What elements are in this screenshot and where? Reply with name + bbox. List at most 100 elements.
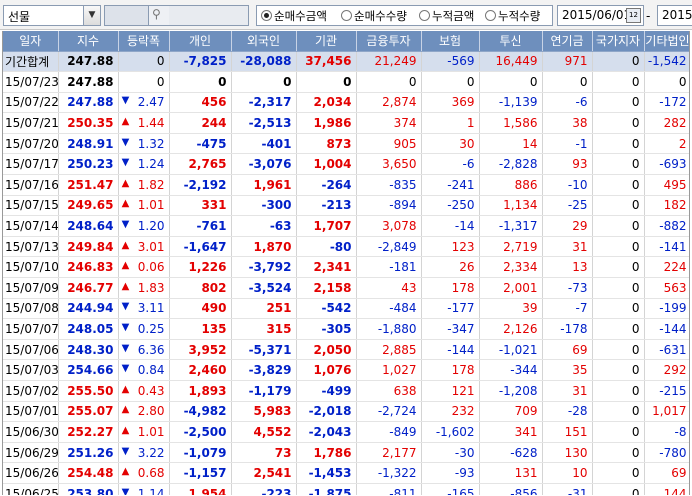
- inst-cell: -80: [296, 236, 357, 258]
- index-cell: 253.80: [58, 483, 119, 495]
- change-value: 0: [156, 74, 165, 89]
- change-cell: ▲ 0.43: [118, 380, 170, 402]
- foreign-cell: -2,317: [231, 92, 297, 114]
- table-row[interactable]: 15/07/13 249.84 ▲ 3.01 -1,647 1,870 -80 -2,849 1…: [3, 236, 689, 258]
- indiv-cell: -7,825: [169, 51, 232, 73]
- column-header[interactable]: 일자: [3, 31, 59, 52]
- column-header[interactable]: 외국인: [231, 31, 297, 52]
- index-cell: 248.64: [58, 215, 119, 237]
- column-header[interactable]: 보험: [421, 31, 480, 52]
- foreign-cell: 0: [231, 71, 297, 93]
- inst-cell: 1,986: [296, 112, 357, 134]
- column-header[interactable]: 연기금: [542, 31, 593, 52]
- radio-net-amount[interactable]: 순매수금액: [261, 8, 327, 24]
- table-row[interactable]: 15/07/14 248.64 ▼ 1.20 -761 -63 1,707 3,078 -14-…: [3, 215, 689, 237]
- gov-cell: 0: [592, 215, 645, 237]
- ins-cell: 0: [421, 71, 480, 93]
- ins-cell: -1,602: [421, 421, 480, 443]
- pension-cell: 69: [542, 339, 593, 361]
- table-row[interactable]: 15/06/30 252.27 ▲ 1.01 -2,500 4,552 -2,043 -849…: [3, 421, 689, 443]
- table-row[interactable]: 15/07/23 247.88 0 0 0 0 0 0 0 0 0 0: [3, 71, 689, 93]
- calendar-icon[interactable]: 12: [626, 8, 641, 23]
- indiv-cell: 0: [169, 71, 232, 93]
- table-row[interactable]: 15/07/08 244.94 ▼ 3.11 490 251 -542 -484 -177 39-…: [3, 298, 689, 320]
- end-date-input[interactable]: 2015/: [657, 5, 692, 26]
- ins-cell: -14: [421, 215, 480, 237]
- inst-cell: -1,453: [296, 462, 357, 484]
- change-value: 0.68: [137, 466, 165, 481]
- radio-cumulative-amount[interactable]: 누적금액: [419, 8, 474, 24]
- inst-cell: -1,875: [296, 483, 357, 495]
- chevron-down-icon[interactable]: ▼: [83, 6, 100, 25]
- table-row[interactable]: 15/06/26 254.48 ▲ 0.68 -1,157 2,541 -1,453 -1,3…: [3, 462, 689, 484]
- table-row[interactable]: 15/07/16 251.47 ▲ 1.82 -2,192 1,961 -264 -835 -2…: [3, 174, 689, 196]
- trust-cell: 0: [479, 71, 543, 93]
- radio-net-quantity[interactable]: 순매수수량: [341, 8, 407, 24]
- fin-cell: 905: [356, 133, 422, 155]
- date-cell: 15/07/23: [3, 71, 59, 93]
- search-icon[interactable]: ⚲: [152, 7, 161, 21]
- date-cell: 15/07/15: [3, 195, 59, 217]
- change-value: 3.01: [137, 239, 165, 254]
- table-row[interactable]: 15/07/03 254.66 ▼ 0.84 2,460 -3,829 1,076 1,027…: [3, 359, 689, 381]
- table-row[interactable]: 15/07/21 250.35 ▲ 1.44 244 -2,513 1,986 374 1 1,5…: [3, 112, 689, 134]
- foreign-cell: 315: [231, 318, 297, 340]
- table-row[interactable]: 15/07/10 246.83 ▲ 0.06 1,226 -3,792 2,341 -181 2…: [3, 256, 689, 279]
- ins-cell: 369: [421, 92, 480, 114]
- up-arrow-icon: ▲: [121, 404, 130, 416]
- table-row[interactable]: 15/07/22 247.88 ▼ 2.47 456 -2,317 2,034 2,874 36…: [3, 92, 689, 114]
- start-date-input[interactable]: 2015/06/01 12: [557, 5, 644, 26]
- table-row[interactable]: 15/06/29 251.26 ▼ 3.22 -1,079 73 1,786 2,177 -30…: [3, 442, 689, 464]
- change-value: 1.01: [137, 424, 165, 439]
- code-search-field[interactable]: [105, 6, 149, 25]
- summary-row[interactable]: 기간합계 247.88 0 -7,825 -28,088 37,456 21,249 -569…: [3, 51, 689, 73]
- column-header[interactable]: 등락폭: [118, 31, 170, 52]
- other-cell: -631: [644, 339, 689, 361]
- code-search-combo[interactable]: ⚲: [104, 5, 249, 26]
- table-row[interactable]: 15/07/02 255.50 ▲ 0.43 1,893 -1,179 -499 638 121…: [3, 380, 689, 402]
- foreign-cell: 73: [231, 442, 297, 464]
- gov-cell: 0: [592, 277, 645, 299]
- pension-cell: -10: [542, 174, 593, 196]
- gov-cell: 0: [592, 51, 645, 73]
- foreign-cell: -300: [231, 195, 297, 217]
- foreign-cell: -3,829: [231, 359, 297, 381]
- inst-cell: 2,050: [296, 339, 357, 361]
- inst-cell: 37,456: [296, 51, 357, 73]
- table-row[interactable]: 15/06/25 253.80 ▼ 1.14 1,954 -223 -1,875 -811 -1…: [3, 483, 689, 495]
- up-arrow-icon: ▲: [121, 198, 130, 210]
- inst-cell: -542: [296, 298, 357, 320]
- inst-cell: 2,034: [296, 92, 357, 114]
- gov-cell: 0: [592, 298, 645, 320]
- change-value: 1.24: [137, 157, 165, 172]
- table-row[interactable]: 15/07/07 248.05 ▼ 0.25 135 315 -305 -1,880 -347 2…: [3, 318, 689, 340]
- table-row[interactable]: 15/07/17 250.23 ▼ 1.24 2,765 -3,076 1,004 3,650…: [3, 153, 689, 176]
- radio-cumulative-quantity[interactable]: 누적수량: [485, 8, 540, 24]
- column-header[interactable]: 개인: [169, 31, 232, 52]
- column-header[interactable]: 금융투자: [356, 31, 422, 52]
- table-row[interactable]: 15/07/09 246.77 ▲ 1.83 802 -3,524 2,158 43 178 2,…: [3, 277, 689, 299]
- market-select[interactable]: 선물 ▼: [3, 5, 101, 26]
- down-arrow-icon: ▼: [121, 136, 130, 148]
- gov-cell: 0: [592, 112, 645, 134]
- foreign-cell: -63: [231, 215, 297, 237]
- column-header[interactable]: 기타법인: [644, 31, 689, 52]
- radio-dot-icon: [261, 10, 272, 21]
- column-header[interactable]: 기관: [296, 31, 357, 52]
- table-row[interactable]: 15/07/20 248.91 ▼ 1.32 -475 -401 873 905 30 14 -1 0…: [3, 133, 689, 155]
- date-cell: 15/07/06: [3, 339, 59, 361]
- column-header[interactable]: 투신: [479, 31, 543, 52]
- inst-cell: 1,707: [296, 215, 357, 237]
- indiv-cell: 2,765: [169, 153, 232, 176]
- indiv-cell: 2,460: [169, 359, 232, 381]
- down-arrow-icon: ▼: [121, 486, 130, 495]
- fin-cell: -835: [356, 174, 422, 196]
- table-row[interactable]: 15/07/06 248.30 ▼ 6.36 3,952 -5,371 2,050 2,885…: [3, 339, 689, 361]
- trust-cell: -344: [479, 359, 543, 381]
- change-cell: 0: [118, 51, 170, 73]
- column-header[interactable]: 국가지자: [592, 31, 645, 52]
- table-row[interactable]: 15/07/01 255.07 ▲ 2.80 -4,982 5,983 -2,018 -2,7…: [3, 401, 689, 423]
- table-row[interactable]: 15/07/15 249.65 ▲ 1.01 331 -300 -213 -894 -250 1,…: [3, 195, 689, 217]
- ins-cell: -569: [421, 51, 480, 73]
- column-header[interactable]: 지수: [58, 31, 119, 52]
